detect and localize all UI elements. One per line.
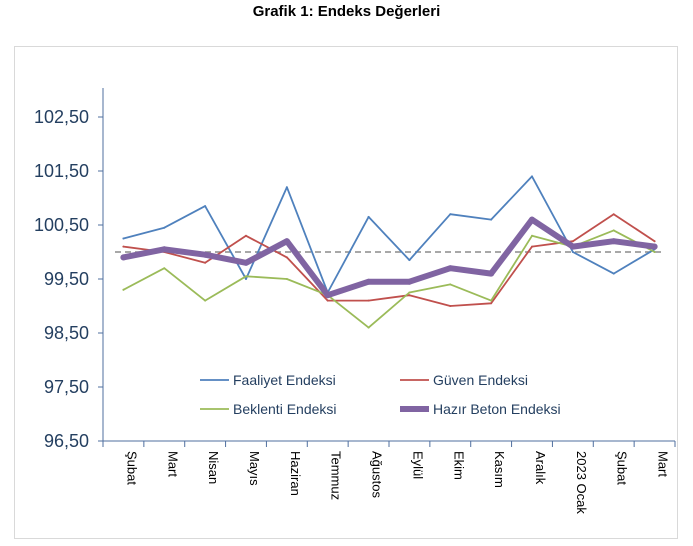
data-point [651, 243, 658, 250]
data-point [367, 299, 370, 302]
legend-label: Güven Endeksi [433, 372, 528, 388]
data-point [488, 270, 495, 277]
series-4 [120, 216, 658, 299]
data-point [449, 213, 452, 216]
data-point [243, 259, 249, 266]
data-point [326, 299, 329, 302]
data-point [569, 243, 576, 250]
x-tick-label: Nisan [206, 451, 221, 484]
data-point [653, 251, 656, 253]
data-point [202, 251, 209, 258]
data-point [531, 234, 533, 237]
data-point [367, 215, 370, 218]
data-point [120, 254, 127, 261]
x-tick-label: Mart [656, 451, 671, 477]
data-point [531, 175, 533, 178]
data-point [365, 278, 372, 285]
data-point [653, 240, 656, 243]
legend-entry-1: Faaliyet Endeksi [200, 372, 336, 388]
x-tick-label: Haziran [288, 451, 303, 496]
series-line [120, 216, 658, 299]
data-point [408, 259, 411, 262]
x-tick-label: Kasım [492, 451, 507, 488]
legend-entry-3: Beklenti Endeksi [200, 401, 337, 417]
data-point [245, 275, 247, 278]
x-tick-label: Temmuz [329, 451, 344, 500]
legend-label: Beklenti Endeksi [233, 401, 337, 417]
legend-label: Faaliyet Endeksi [233, 372, 336, 388]
y-tick-label: 98,50 [44, 323, 89, 343]
data-point [531, 245, 533, 248]
legend-entry-4: Hazır Beton Endeksi [400, 401, 561, 417]
data-point [408, 291, 411, 294]
chart-title: Grafik 1: Endeks Değerleri [252, 3, 441, 20]
data-point [245, 234, 247, 237]
y-tick-label: 96,50 [44, 431, 89, 451]
x-tick-label: Eylül [410, 451, 425, 479]
data-point [163, 226, 166, 229]
data-point [490, 218, 493, 221]
data-point [449, 305, 452, 307]
data-point [283, 238, 290, 245]
data-point [204, 261, 207, 264]
y-tick-label: 101,50 [34, 161, 89, 181]
series-line [122, 213, 656, 307]
series-1 [122, 175, 656, 294]
data-point [122, 245, 125, 248]
series-2 [122, 213, 656, 307]
data-point [571, 240, 574, 243]
data-point [571, 251, 574, 253]
data-point [490, 302, 493, 305]
x-tick-label: Aralık [533, 451, 548, 485]
data-point [610, 238, 617, 245]
y-tick-label: 99,50 [44, 269, 89, 289]
data-point [204, 299, 207, 302]
data-point [285, 278, 288, 280]
y-tick-label: 97,50 [44, 377, 89, 397]
data-point [529, 216, 535, 223]
data-point [612, 229, 615, 232]
data-point [204, 205, 207, 208]
data-point [122, 237, 125, 240]
data-point [285, 186, 288, 189]
data-point [122, 288, 125, 291]
data-point [490, 299, 493, 302]
x-tick-label: Ağustos [370, 451, 385, 498]
data-point [447, 265, 454, 272]
data-point [406, 278, 413, 285]
data-point [408, 294, 411, 297]
data-point [163, 267, 166, 270]
series-line [122, 175, 656, 294]
data-point [285, 256, 288, 259]
data-point [245, 278, 247, 280]
x-tick-label: Mart [165, 451, 180, 477]
data-point [612, 213, 615, 216]
legend-label: Hazır Beton Endeksi [433, 401, 561, 417]
legend-entry-2: Güven Endeksi [400, 372, 528, 388]
data-point [324, 292, 331, 299]
x-tick-label: Şubat [124, 451, 139, 485]
data-point [449, 283, 452, 286]
x-tick-label: 2023 Ocak [574, 451, 589, 514]
chart-frame [14, 46, 678, 539]
data-point [612, 272, 615, 275]
x-tick-label: Mayıs [247, 451, 262, 486]
y-tick-label: 102,50 [34, 107, 89, 127]
x-tick-label: Şubat [615, 451, 630, 485]
y-tick-label: 100,50 [34, 215, 89, 235]
data-point [161, 246, 168, 253]
data-point [367, 326, 370, 329]
x-tick-label: Ekim [451, 451, 466, 480]
